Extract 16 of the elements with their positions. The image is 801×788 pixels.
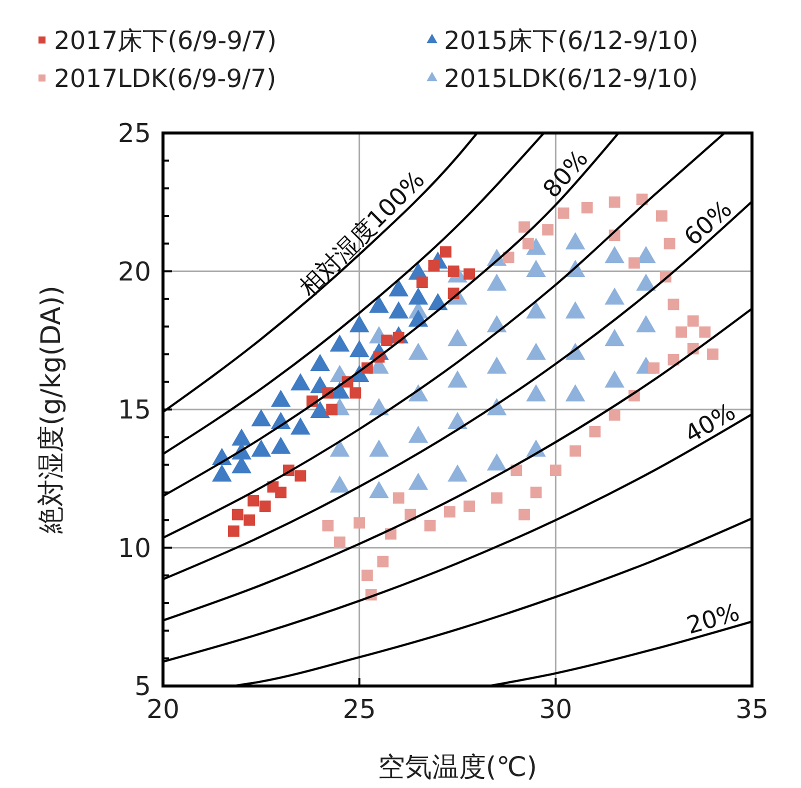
legend-label: 2015LDK(6/12-9/10) xyxy=(444,64,698,93)
x-axis-title: 空気温度(℃) xyxy=(378,752,538,783)
annotation: 20% xyxy=(684,598,743,640)
x-tick-label: 35 xyxy=(735,695,769,725)
x-tick-label: 25 xyxy=(342,695,376,725)
y-tick-label: 15 xyxy=(118,396,151,426)
y-axis-title: 絶対湿度(g/kg(DA)) xyxy=(36,286,67,534)
legend-label: 2017LDK(6/9-9/7) xyxy=(54,64,276,93)
y-tick-label: 10 xyxy=(118,534,151,564)
y-tick-label: 25 xyxy=(118,119,151,150)
x-tick-label: 20 xyxy=(146,695,180,725)
legend-label: 2015床下(6/12-9/10) xyxy=(444,26,698,55)
y-tick-label: 20 xyxy=(118,257,151,288)
annotation: 40% xyxy=(680,398,740,449)
x-tick-label: 30 xyxy=(539,695,572,725)
legend-label: 2017床下(6/9-9/7) xyxy=(54,26,277,55)
